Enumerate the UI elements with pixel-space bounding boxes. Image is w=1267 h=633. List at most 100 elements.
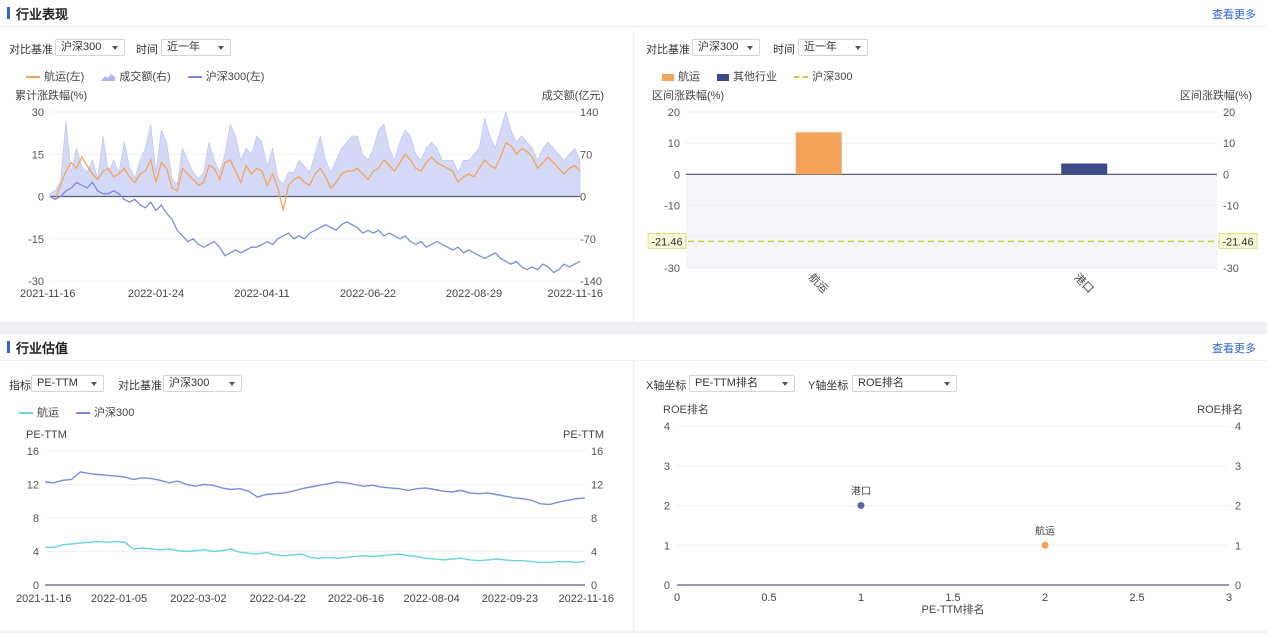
section-header: 行业估值 查看更多	[0, 334, 1267, 361]
series-shipping-line	[45, 540, 586, 564]
x-tick-label: 3	[1226, 592, 1232, 604]
legend-item-volume[interactable]: 成交额(右)	[101, 68, 171, 84]
x-tick-label: 2022-03-02	[170, 593, 226, 605]
x-tick-label: 2021-11-16	[20, 288, 75, 300]
y-tick-right-label: 16	[591, 446, 603, 458]
compare-benchmark-select[interactable]: 沪深300	[55, 39, 125, 56]
legend-label: 沪深300	[94, 407, 135, 419]
x-tick-label: 2022-11-16	[548, 288, 603, 300]
y-tick-right-label: 12	[591, 480, 603, 492]
x-tick-label: 2022-11-16	[559, 593, 614, 605]
y-axis-right-title: ROE排名	[1197, 402, 1243, 416]
x-tick-label: 1.5	[945, 592, 960, 604]
y-tick-right-label: 4	[1235, 421, 1241, 433]
time-value: 近一年	[167, 41, 200, 53]
chevron-down-icon	[112, 46, 118, 50]
y-tick-left-label: 4	[664, 421, 670, 433]
x-tick-label: 2022-01-24	[128, 288, 184, 300]
legend-item-hs300[interactable]: 沪深300(左)	[187, 68, 264, 84]
view-more-link[interactable]: 查看更多	[1212, 343, 1256, 355]
y-tick-right-label: -140	[580, 276, 602, 288]
legend-swatch	[717, 73, 730, 81]
y-tick-right-label: 70	[580, 149, 592, 161]
y-axis-left-title: ROE排名	[663, 402, 709, 416]
scatter-point	[857, 502, 865, 509]
y-tick-right-label: 10	[1223, 138, 1235, 150]
time-label: 时间	[136, 44, 158, 56]
y-tick-right-label: 2	[1235, 501, 1241, 513]
y-tick-left-label: -30	[28, 276, 44, 288]
y-axis-select[interactable]: ROE排名	[852, 375, 957, 392]
chevron-down-icon	[218, 46, 224, 50]
scatter-point-label: 港口	[851, 486, 871, 498]
y-tick-left-label: 4	[33, 547, 39, 559]
y-tick-left-label: 2	[664, 501, 670, 513]
compare-benchmark-select[interactable]: 沪深300	[163, 375, 242, 392]
x-tick-label: 港口	[1072, 271, 1097, 296]
metric-label: 指标	[9, 380, 31, 392]
metric-select[interactable]: PE-TTM	[31, 375, 104, 392]
y-tick-right-label: 0	[580, 192, 586, 204]
legend-item-shipping[interactable]: 航运	[19, 404, 59, 420]
y-tick-right-label: 8	[591, 513, 597, 525]
compare-benchmark-value: 沪深300	[61, 41, 102, 53]
perf-bar-legend: 航运 其他行业 沪深300	[662, 68, 866, 84]
y-tick-left-label: -15	[28, 234, 44, 246]
time-select[interactable]: 近一年	[161, 39, 231, 56]
compare-benchmark-select[interactable]: 沪深300	[692, 39, 760, 56]
industry-valuation-section: 行业估值 查看更多 指标 PE-TTM 对比基准 沪深300 航运 沪深300 …	[0, 334, 1267, 631]
y-tick-right-label: 0	[591, 580, 597, 592]
y-tick-right-label: 140	[580, 107, 598, 119]
x-tick-label: 2022-08-29	[446, 288, 502, 300]
y-tick-right-label: -70	[580, 234, 596, 246]
y-tick-right-label: -30	[1223, 263, 1239, 275]
y-axis-value: ROE排名	[858, 377, 904, 389]
legend-item-other-industry[interactable]: 其他行业	[717, 68, 777, 84]
y-tick-left-label: 15	[32, 149, 44, 161]
legend-label: 航运	[678, 71, 700, 83]
x-tick-label: 2.5	[1129, 592, 1144, 604]
x-tick-label: 2022-04-11	[234, 288, 289, 300]
view-more-link[interactable]: 查看更多	[1212, 9, 1256, 21]
y-tick-left-label: 0	[664, 580, 670, 592]
chevron-down-icon	[229, 382, 235, 386]
y-tick-left-label: 16	[27, 446, 39, 458]
bar-shipping	[795, 132, 842, 175]
chevron-down-icon	[944, 382, 950, 386]
legend-swatch	[662, 73, 674, 81]
series-hs300-line	[44, 471, 586, 506]
y-tick-left-label: 0	[33, 580, 39, 592]
performance-bar-chart: 区间涨跌幅(%)区间涨跌幅(%)2020101000-10-10-20-20-3…	[647, 88, 1258, 296]
section-header: 行业表现 查看更多	[0, 0, 1267, 27]
section-title-bar	[7, 341, 10, 353]
benchmark-label-right: -21.46	[1222, 236, 1253, 248]
benchmark-label-left: -21.46	[651, 236, 682, 248]
legend-label: 航运(左)	[44, 71, 85, 83]
compare-benchmark-label: 对比基准	[118, 380, 162, 392]
x-axis-select[interactable]: PE-TTM排名	[689, 375, 795, 392]
x-tick-label: 2022-08-04	[403, 593, 459, 605]
x-tick-label: 1	[858, 592, 864, 604]
series-volume-area	[49, 110, 581, 197]
legend-item-shipping[interactable]: 航运(左)	[26, 68, 84, 84]
legend-swatch	[26, 76, 40, 79]
chevron-down-icon	[782, 382, 788, 386]
x-axis-value: PE-TTM排名	[695, 377, 758, 389]
time-select[interactable]: 近一年	[798, 39, 868, 56]
chevron-down-icon	[747, 46, 753, 50]
legend-item-hs300[interactable]: 沪深300	[794, 68, 852, 84]
compare-benchmark-label: 对比基准	[646, 44, 690, 56]
y-axis-right-title: 区间涨跌幅(%)	[1180, 88, 1252, 102]
metric-value: PE-TTM	[37, 377, 78, 389]
legend-item-shipping[interactable]: 航运	[662, 68, 700, 84]
section-title: 行业估值	[16, 341, 69, 356]
perf-line-legend: 航运(左) 成交额(右) 沪深300(左)	[26, 68, 278, 84]
x-tick-label: 2022-09-23	[482, 593, 538, 605]
legend-item-hs300[interactable]: 沪深300	[76, 404, 134, 420]
x-tick-label: 0.5	[761, 592, 776, 604]
panel-divider	[633, 361, 634, 631]
legend-label: 其他行业	[733, 71, 778, 83]
y-tick-left-label: 0	[38, 192, 44, 204]
